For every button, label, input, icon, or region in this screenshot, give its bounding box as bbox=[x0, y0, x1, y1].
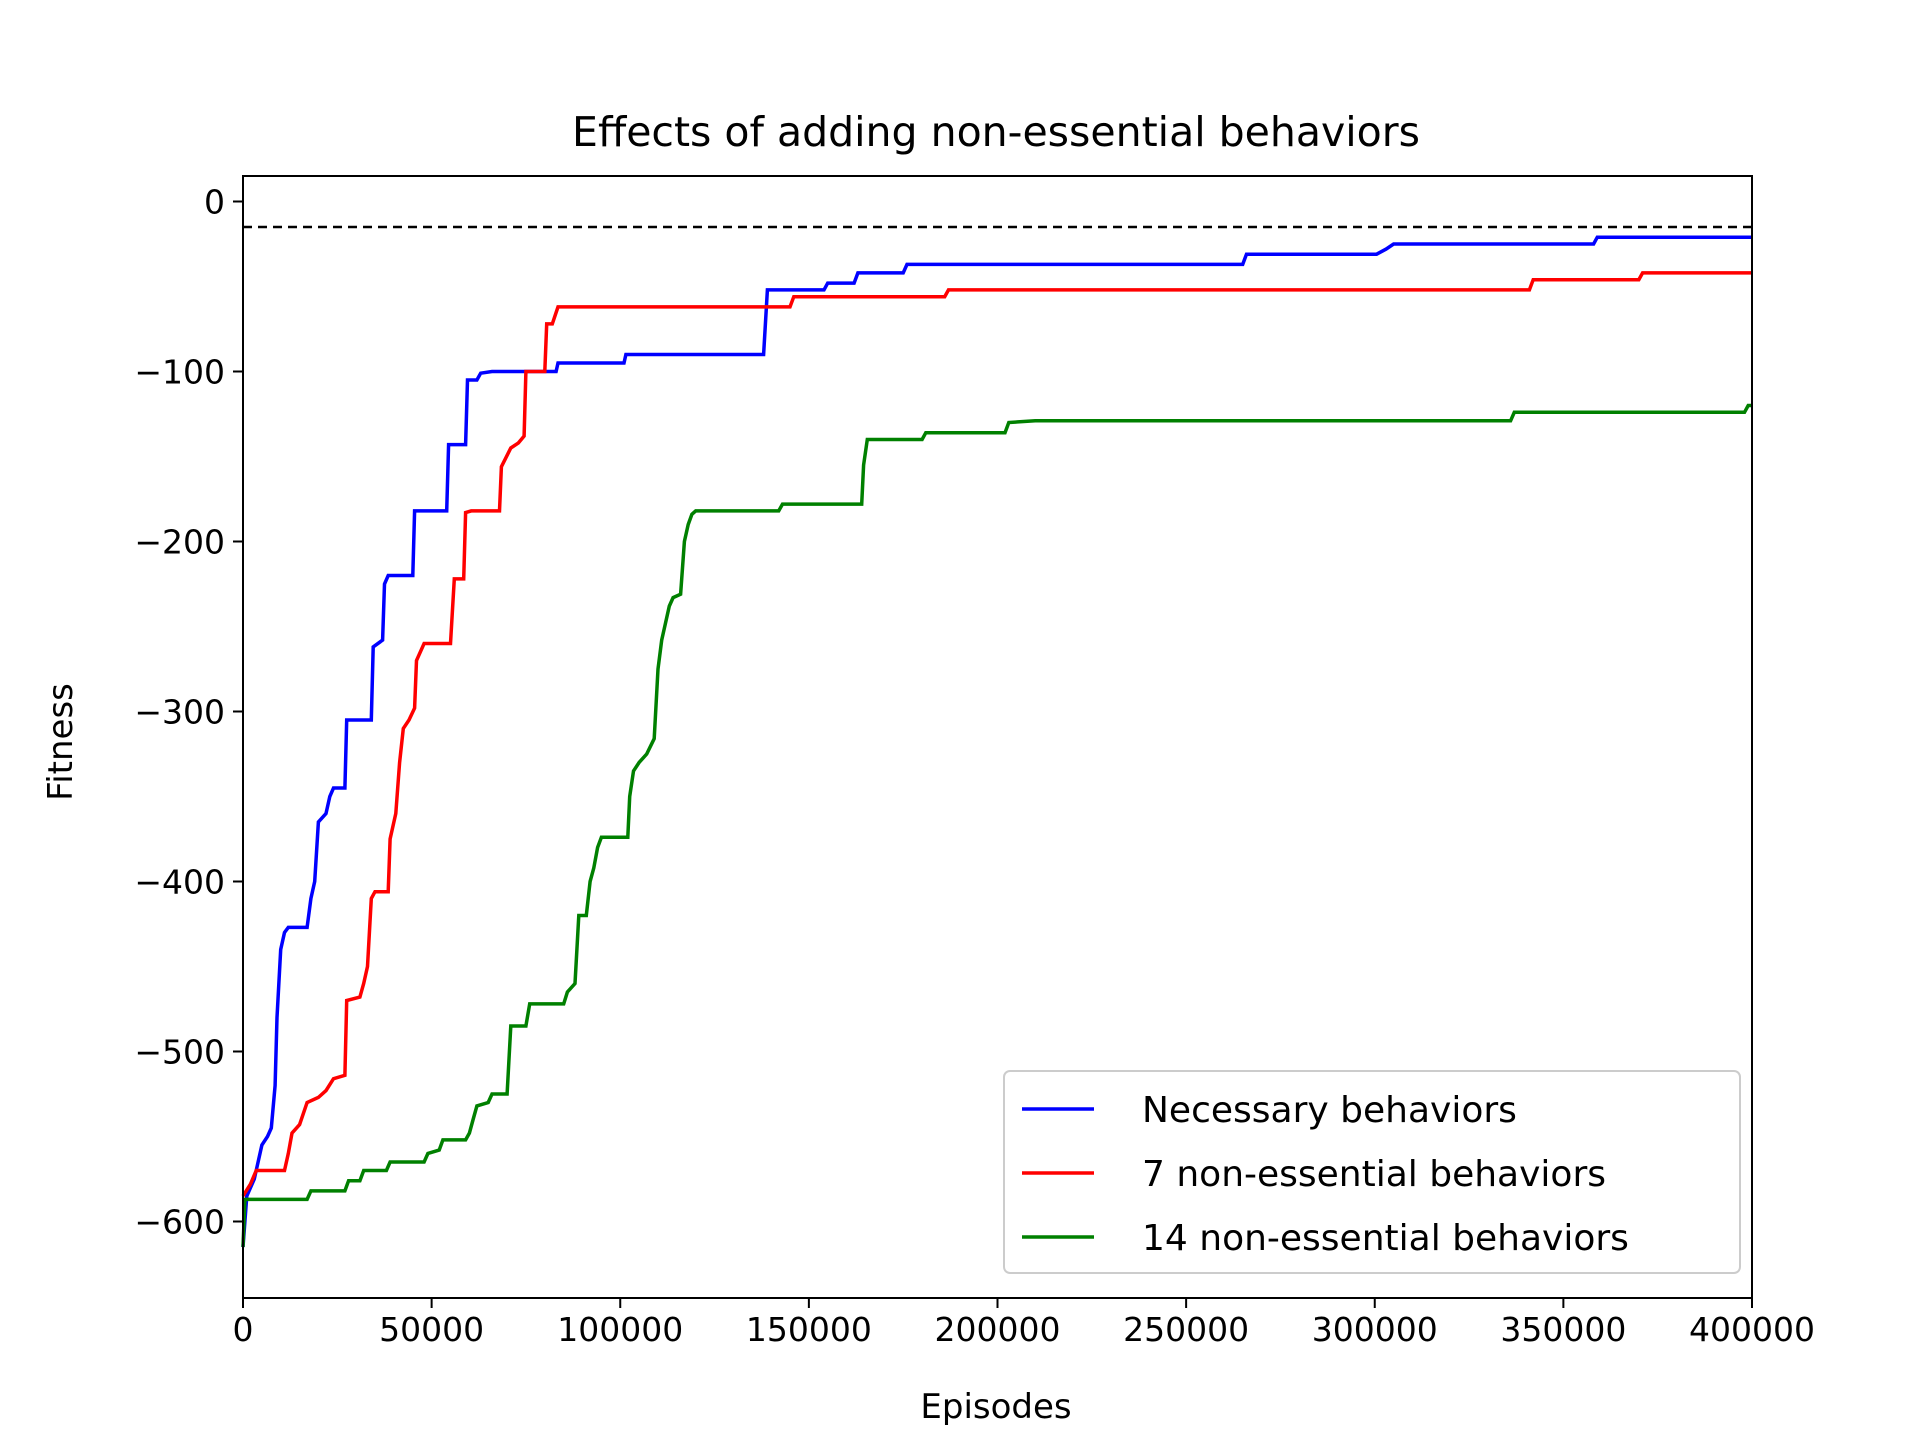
legend-box bbox=[1003, 1070, 1741, 1274]
legend: Necessary behaviors 7 non-essential behav… bbox=[1003, 1070, 1741, 1274]
x-tick-label: 0 bbox=[233, 1310, 254, 1349]
x-tick-label: 100000 bbox=[557, 1310, 683, 1349]
x-tick-label: 250000 bbox=[1123, 1310, 1249, 1349]
y-tick-label: −400 bbox=[134, 863, 225, 902]
legend-label-3: 14 non-essential behaviors bbox=[1142, 1218, 1629, 1259]
x-tick-label: 200000 bbox=[935, 1310, 1061, 1349]
x-tick-label: 150000 bbox=[746, 1310, 872, 1349]
y-tick-label: −500 bbox=[134, 1033, 225, 1072]
y-axis-label: Fitness bbox=[41, 683, 81, 801]
legend-label-2: 7 non-essential behaviors bbox=[1142, 1154, 1606, 1195]
series-line-1 bbox=[241, 235, 1752, 1248]
y-tick-label: −200 bbox=[134, 523, 225, 562]
chart-title: Effects of adding non-essential behavior… bbox=[572, 108, 1420, 156]
x-axis-label: Episodes bbox=[920, 1387, 1071, 1427]
series-line-2 bbox=[241, 271, 1752, 1197]
axis-ticks: 0 50000 100000 150000 200000 250000 300000 3500… bbox=[134, 183, 1815, 1350]
x-tick-label: 400000 bbox=[1689, 1310, 1815, 1349]
y-tick-label: 0 bbox=[204, 183, 225, 222]
y-tick-label: −600 bbox=[134, 1203, 225, 1242]
x-tick-label: 350000 bbox=[1500, 1310, 1626, 1349]
x-tick-label: 300000 bbox=[1312, 1310, 1438, 1349]
legend-label-1: Necessary behaviors bbox=[1142, 1090, 1517, 1131]
plot-area bbox=[241, 225, 1752, 1248]
x-tick-label: 50000 bbox=[379, 1310, 484, 1349]
series-line-3 bbox=[241, 403, 1752, 1248]
y-tick-label: −100 bbox=[134, 353, 225, 392]
y-tick-label: −300 bbox=[134, 693, 225, 732]
